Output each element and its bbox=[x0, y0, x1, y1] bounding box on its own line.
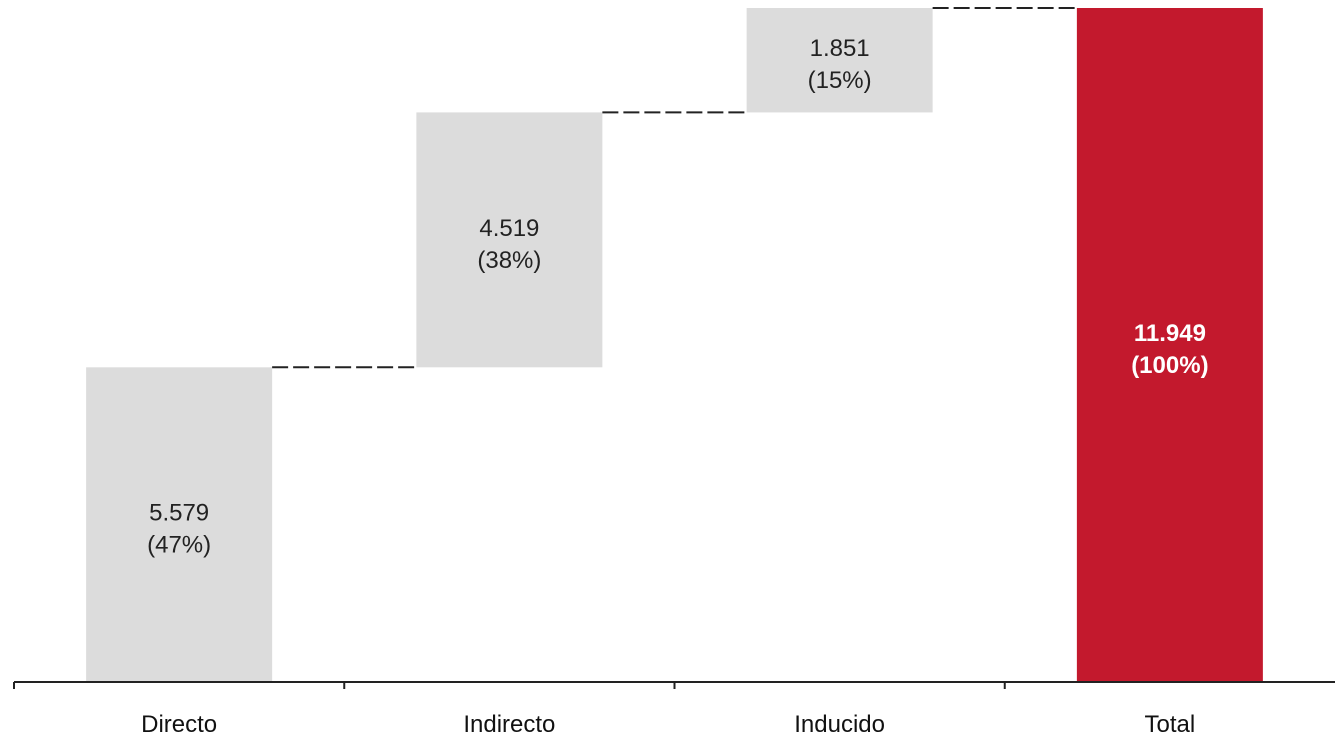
x-tick-label: Inducido bbox=[794, 711, 885, 737]
bar-directo bbox=[86, 367, 273, 682]
percent-label: (38%) bbox=[477, 247, 541, 274]
total-bar bbox=[1076, 8, 1263, 682]
x-tick-label: Indirecto bbox=[463, 711, 555, 737]
percent-label: (100%) bbox=[1131, 352, 1208, 379]
percent-label: (47%) bbox=[147, 532, 211, 559]
connectors-layer bbox=[272, 7, 1077, 369]
value-label: 1.851 bbox=[810, 35, 870, 62]
x-tick-label: Directo bbox=[141, 711, 217, 737]
data-labels-layer: 5.579 (47%) 4.519 (38%) 1.851 (15%) 11.949 (100… bbox=[147, 35, 1208, 558]
percent-label: (15%) bbox=[808, 67, 872, 94]
value-label: 5.579 bbox=[149, 500, 209, 527]
bar-indirecto bbox=[416, 112, 603, 368]
x-tick-label: Total bbox=[1145, 711, 1196, 737]
bar-inducido bbox=[746, 8, 933, 113]
value-label: 4.519 bbox=[479, 215, 539, 242]
bars-layer bbox=[86, 8, 1263, 682]
value-label: 11.949 bbox=[1134, 320, 1206, 347]
x-axis: Directo Indirecto Inducido Total bbox=[13, 681, 1335, 737]
